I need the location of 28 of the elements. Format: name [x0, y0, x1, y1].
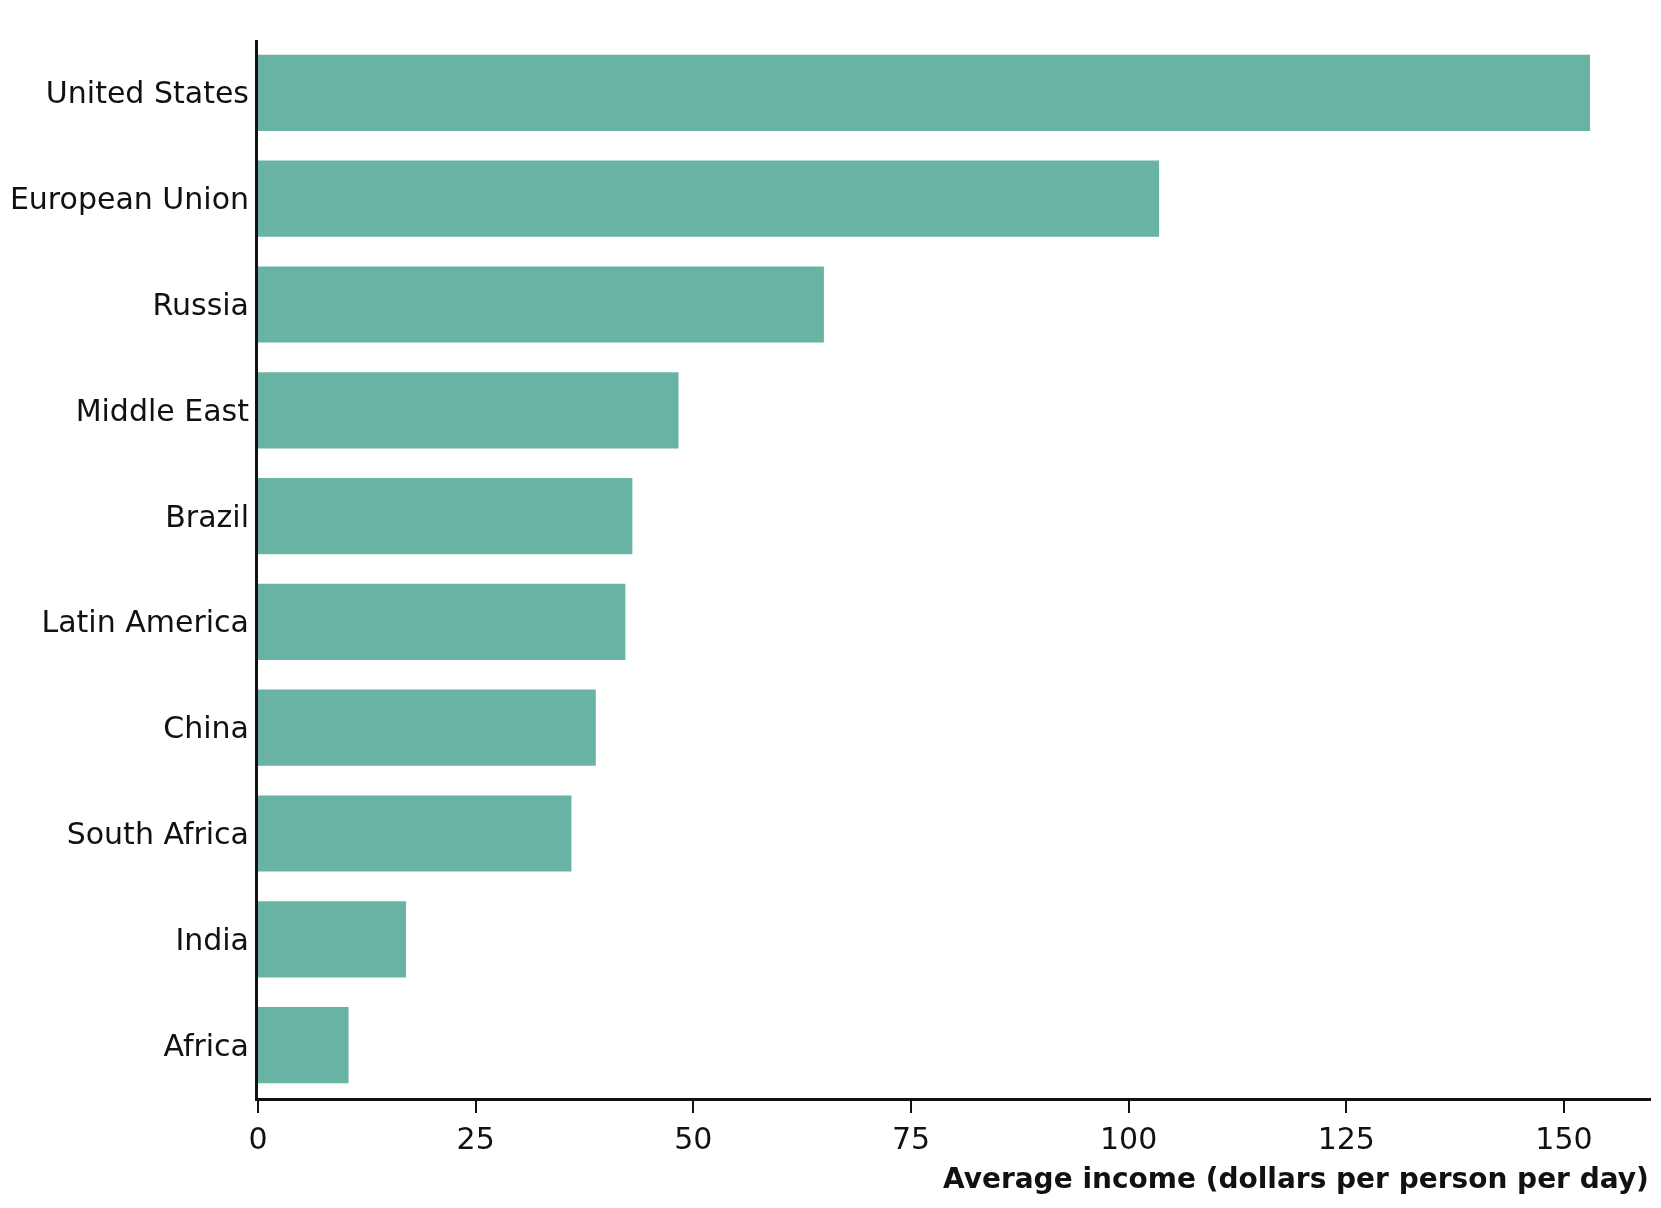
y-tick-label: South Africa [66, 816, 249, 851]
x-tick-label: 100 [1100, 1121, 1158, 1156]
y-tick-label: Latin America [41, 604, 249, 640]
x-tick-label: 25 [456, 1121, 495, 1156]
y-tick-label: Africa [163, 1027, 249, 1063]
x-tick-label: 125 [1317, 1121, 1375, 1156]
bar [258, 478, 633, 555]
y-tick-label: United States [45, 75, 249, 111]
x-axis-title: Average income (dollars per person per day) [943, 1162, 1649, 1195]
bar [258, 1007, 349, 1084]
x-tick-label: 150 [1535, 1121, 1593, 1156]
y-tick-label: European Union [9, 181, 249, 217]
bar [258, 160, 1160, 237]
bar [258, 689, 596, 766]
bar [258, 372, 679, 449]
bar [258, 54, 1591, 131]
x-tick-label: 50 [674, 1121, 713, 1156]
y-tick-label: Russia [152, 287, 249, 322]
y-tick-label: China [163, 710, 249, 746]
y-tick-label: Brazil [165, 498, 249, 534]
x-tick-label: 0 [248, 1121, 268, 1156]
bar [258, 795, 572, 872]
y-tick-label: India [175, 921, 249, 957]
x-tick-label: 75 [891, 1121, 931, 1156]
bar [258, 583, 626, 660]
y-tick-label: Middle East [75, 392, 250, 428]
bar [258, 901, 407, 978]
bar [258, 266, 824, 343]
